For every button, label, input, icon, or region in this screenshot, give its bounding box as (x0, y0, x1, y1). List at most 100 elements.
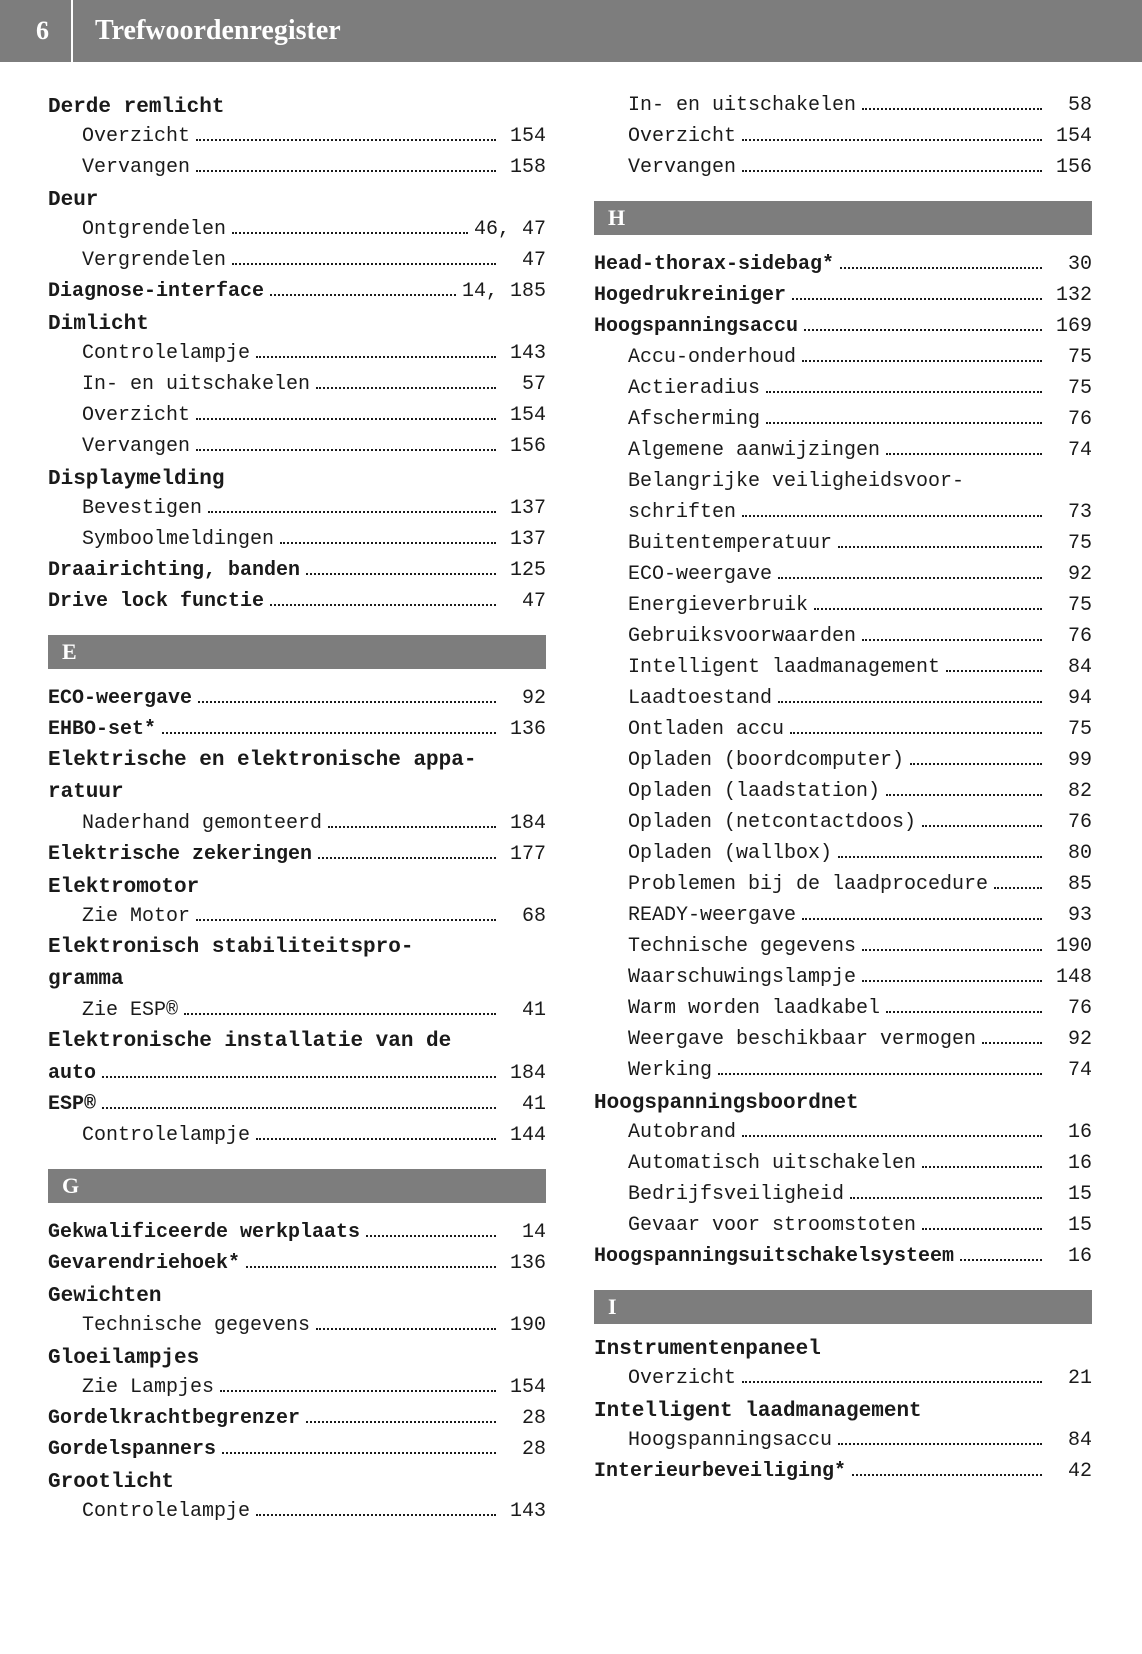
entry-page: 184 (502, 1058, 546, 1089)
leader-dots (766, 391, 1042, 393)
leader-dots (198, 701, 496, 703)
leader-dots (862, 639, 1042, 641)
entry-page: 137 (502, 524, 546, 555)
leader-dots (778, 577, 1042, 579)
entry-page: 28 (502, 1434, 546, 1465)
index-entry: Overzicht154 (48, 400, 546, 431)
index-entry: Technische gegevens 190 (48, 1310, 546, 1341)
leader-dots (802, 918, 1042, 920)
index-entry: Werking74 (594, 1055, 1092, 1086)
index-heading: Elektromotor (48, 876, 546, 899)
entry-page: 177 (502, 839, 546, 870)
leader-dots (742, 1381, 1042, 1383)
entry-page: 21 (1048, 1363, 1092, 1394)
entry-page: 154 (502, 121, 546, 152)
leader-dots (196, 139, 496, 141)
entry-label: Algemene aanwijzingen (628, 435, 880, 466)
entry-label: Hoogspanningsaccu (628, 1425, 832, 1456)
entry-page: 94 (1048, 683, 1092, 714)
index-entry: Controlelampje143 (48, 338, 546, 369)
entry-label: Energieverbruik (628, 590, 808, 621)
entry-page: 80 (1048, 838, 1092, 869)
leader-dots (162, 732, 496, 734)
entry-page: 156 (1048, 152, 1092, 183)
leader-dots (850, 1197, 1042, 1199)
entry-label: Technische gegevens (628, 931, 856, 962)
leader-dots (280, 542, 496, 544)
leader-dots (742, 515, 1042, 517)
index-entry: Gebruiksvoorwaarden76 (594, 621, 1092, 652)
entry-label: Diagnose-interface (48, 276, 264, 307)
index-entry: Gordelspanners28 (48, 1434, 546, 1465)
entry-label: auto (48, 1058, 96, 1089)
index-entry: READY-weergave93 (594, 900, 1092, 931)
entry-label: Technische gegevens (82, 1310, 310, 1341)
entry-page: 42 (1048, 1456, 1092, 1487)
page-title: Trefwoordenregister (95, 15, 341, 47)
entry-page: 144 (502, 1120, 546, 1151)
entry-page: 75 (1048, 373, 1092, 404)
entry-label: Vervangen (628, 152, 736, 183)
entry-label: Controlelampje (82, 1120, 250, 1151)
entry-label: Hoogspanningsaccu (594, 311, 798, 342)
entry-page: 190 (1048, 931, 1092, 962)
entry-label: Waarschuwingslampje (628, 962, 856, 993)
leader-dots (196, 919, 496, 921)
index-entry: Actieradius75 (594, 373, 1092, 404)
index-entry: Belangrijke veiligheidsvoor- (594, 466, 1092, 497)
entry-page: 154 (502, 1372, 546, 1403)
entry-label: Hoogspanningsuitschakelsysteem (594, 1241, 954, 1272)
leader-dots (922, 1228, 1042, 1230)
leader-dots (328, 826, 496, 828)
index-entry: Interieurbeveiliging*42 (594, 1456, 1092, 1487)
leader-dots (994, 887, 1042, 889)
entry-label: In- en uitschakelen (82, 369, 310, 400)
leader-dots (220, 1390, 496, 1392)
leader-dots (366, 1235, 496, 1237)
entry-page: 132 (1048, 280, 1092, 311)
entry-label: EHBO-set* (48, 714, 156, 745)
index-heading: Intelligent laadmanagement (594, 1400, 1092, 1423)
leader-dots (306, 573, 496, 575)
leader-dots (862, 108, 1042, 110)
index-entry: Symboolmeldingen137 (48, 524, 546, 555)
entry-label: Belangrijke veiligheidsvoor- (628, 466, 964, 497)
entry-page: 76 (1048, 807, 1092, 838)
entry-label: Drive lock functie (48, 586, 264, 617)
index-heading: Instrumentenpaneel (594, 1338, 1092, 1361)
leader-dots (804, 329, 1042, 331)
leader-dots (232, 263, 496, 265)
entry-label: Overzicht (628, 1363, 736, 1394)
entry-page: 92 (1048, 1024, 1092, 1055)
entry-label: Autobrand (628, 1117, 736, 1148)
entry-label: Intelligent laadmanagement (628, 652, 940, 683)
index-heading: Gloeilampjes (48, 1347, 546, 1370)
entry-label: Weergave beschikbaar vermogen (628, 1024, 976, 1055)
leader-dots (792, 298, 1042, 300)
index-entry: Vervangen156 (48, 431, 546, 462)
index-entry: Gevaar voor stroomstoten15 (594, 1210, 1092, 1241)
index-entry: Draairichting, banden125 (48, 555, 546, 586)
index-entry: Ontgrendelen46, 47 (48, 214, 546, 245)
index-entry: Hogedrukreiniger132 (594, 280, 1092, 311)
entry-page: 58 (1048, 90, 1092, 121)
index-entry: Intelligent laadmanagement84 (594, 652, 1092, 683)
entry-page: 92 (502, 683, 546, 714)
entry-page: 125 (502, 555, 546, 586)
leader-dots (222, 1452, 496, 1454)
index-entry: Waarschuwingslampje148 (594, 962, 1092, 993)
entry-label: Problemen bij de laadprocedure (628, 869, 988, 900)
index-heading: Derde remlicht (48, 96, 546, 119)
index-entry: Energieverbruik 75 (594, 590, 1092, 621)
index-entry: Warm worden laadkabel76 (594, 993, 1092, 1024)
index-entry: ECO-weergave92 (594, 559, 1092, 590)
entry-page: 28 (502, 1403, 546, 1434)
entry-page: 76 (1048, 993, 1092, 1024)
index-entry: Problemen bij de laadprocedure85 (594, 869, 1092, 900)
entry-page: 190 (502, 1310, 546, 1341)
entry-label: Afscherming (628, 404, 760, 435)
letter-section-bar: G (48, 1169, 546, 1203)
entry-page: 75 (1048, 590, 1092, 621)
index-entry: Ontladen accu75 (594, 714, 1092, 745)
index-content: Derde remlichtOverzicht154Vervangen158De… (0, 62, 1142, 1527)
